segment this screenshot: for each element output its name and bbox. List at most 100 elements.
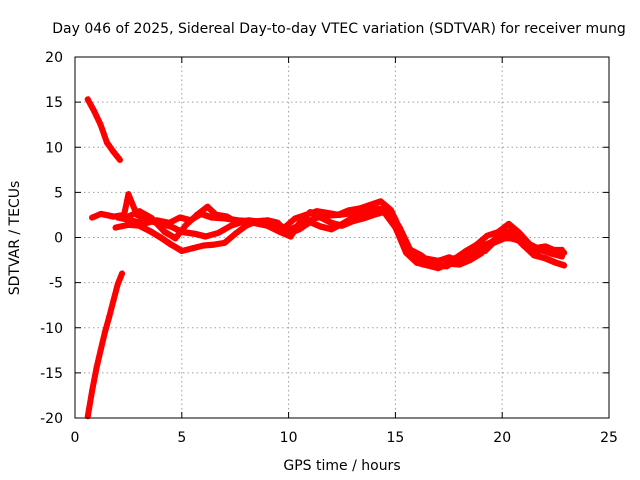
data-point [97,121,104,128]
data-point [507,235,514,242]
data-point [349,210,356,217]
chart-title: Day 046 of 2025, Sidereal Day-to-day VTE… [52,21,626,37]
data-point [430,262,437,269]
y-tick-label: 20 [45,50,63,66]
data-point [210,241,217,248]
y-tick-label: -5 [49,276,63,292]
data-point [161,229,168,236]
x-tick-label: 5 [177,430,186,446]
data-point [388,211,395,217]
data-point [116,156,123,163]
data-point [505,221,512,227]
data-point [260,219,266,226]
data-point [101,329,108,336]
data-point [168,241,175,248]
data-point [285,227,292,234]
data-point [97,211,104,217]
data-point [119,270,125,277]
data-point [106,313,113,320]
data-point [371,211,377,218]
data-point [110,148,117,155]
data-point [559,247,565,254]
data-point [183,221,190,228]
data-point [292,215,298,222]
data-point [409,255,416,262]
data-point [140,221,147,227]
x-tick-label: 0 [71,430,80,446]
data-point [114,214,121,221]
data-point [146,228,153,235]
data-point [127,217,134,224]
data-point [520,239,527,245]
data-point [420,261,427,268]
data-point [311,215,318,222]
data-point [114,281,121,288]
data-point [178,248,185,254]
data-point [561,262,568,269]
data-point [484,232,491,239]
data-point [339,221,345,227]
data-point [198,211,204,217]
data-point [494,235,501,242]
x-axis-label: GPS time / hours [283,458,400,474]
data-point [153,217,160,224]
y-tick-label: -10 [40,321,63,337]
data-point [559,253,565,260]
data-point [91,108,98,115]
data-point [272,221,279,228]
y-axis-label: SDTVAR / TECUs [7,181,23,296]
data-series [84,96,568,420]
data-point [221,239,228,246]
data-point [166,220,172,227]
data-point [189,245,196,252]
data-point [328,220,335,227]
data-point [516,230,523,236]
data-point [541,255,548,262]
data-point [172,235,179,242]
data-point [328,226,335,233]
data-point [227,222,234,229]
series-line-trace-b [84,270,125,420]
data-point [482,248,489,254]
x-tick-label: 10 [280,430,298,446]
data-point [362,208,369,215]
data-point [546,247,553,254]
data-point [533,248,540,254]
y-tick-label: 0 [54,231,63,247]
data-point [313,208,320,215]
data-point [204,203,211,210]
data-point [104,139,110,146]
data-point [191,230,198,237]
data-point [232,230,239,237]
data-point [112,224,119,231]
data-point [247,218,254,225]
data-point [136,208,143,215]
data-point [418,252,424,259]
y-tick-label: 10 [45,140,63,156]
data-point [125,191,132,198]
data-point [407,247,414,254]
data-point [443,263,450,270]
data-point [469,245,476,252]
data-point [93,365,100,372]
data-point [456,261,463,268]
data-point [157,234,164,241]
data-point [89,214,96,221]
data-point [97,347,104,354]
data-point [336,211,343,218]
data-point [441,256,448,263]
data-point [221,215,228,222]
data-point [202,233,209,240]
x-tick-label: 15 [386,430,404,446]
data-point [324,212,330,219]
y-tick-label: 5 [54,185,63,201]
data-point [125,221,132,228]
data-point [302,211,309,218]
data-point [110,297,117,304]
data-point [208,214,215,221]
data-point [366,202,373,208]
data-point [89,387,96,394]
data-point [377,198,384,205]
data-point [84,96,91,103]
